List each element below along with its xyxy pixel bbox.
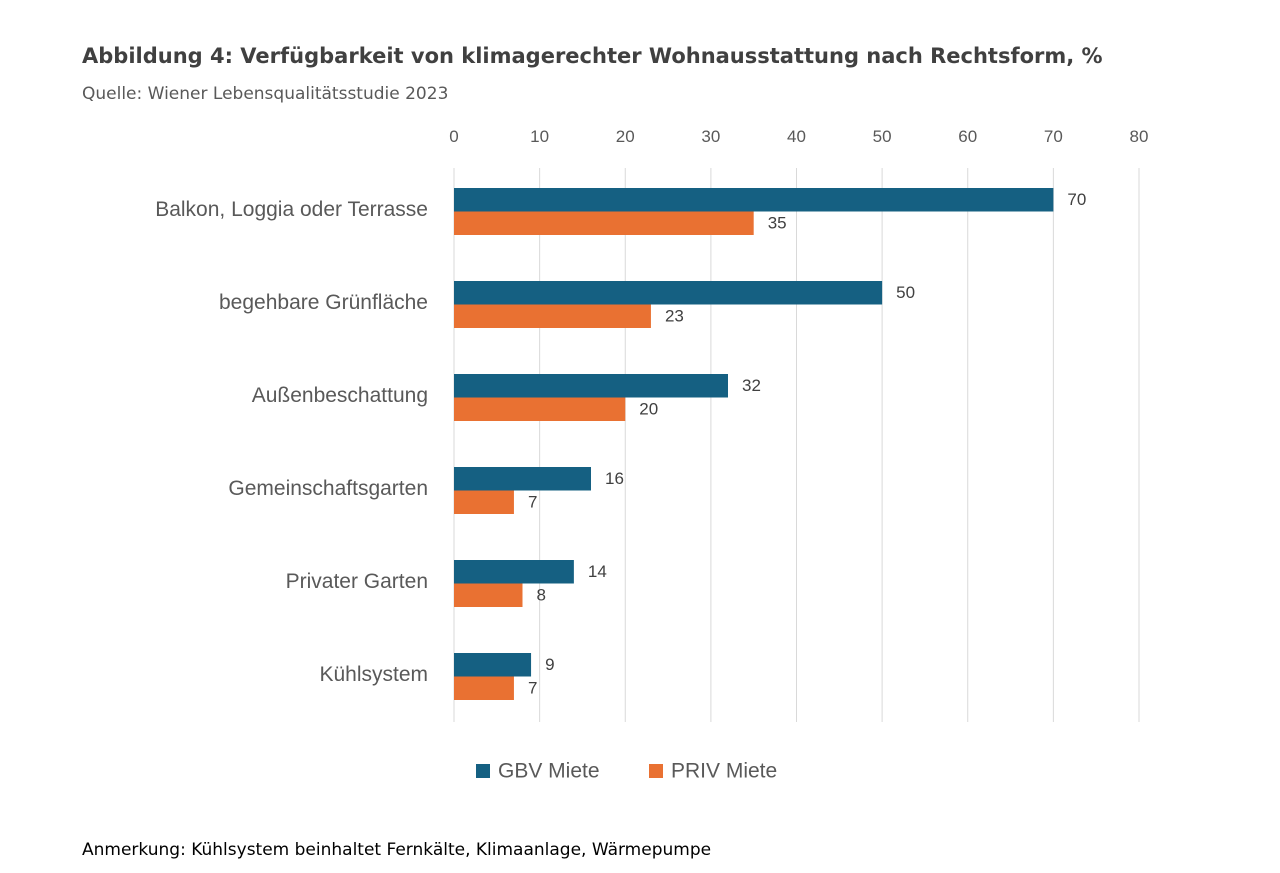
x-tick-label: 30 [701, 127, 720, 146]
bar [454, 467, 591, 491]
chart-note: Anmerkung: Kühlsystem beinhaltet Fernkäl… [82, 840, 712, 860]
bar [454, 304, 651, 328]
data-label: 23 [665, 307, 684, 326]
category-label: Privater Garten [286, 570, 428, 593]
x-tick-label: 60 [958, 127, 977, 146]
data-label: 35 [768, 214, 787, 233]
bar [454, 560, 574, 584]
category-label: Außenbeschattung [252, 384, 428, 407]
chart-title: Abbildung 4: Verfügbarkeit von klimagere… [82, 44, 1103, 68]
bar [454, 583, 523, 607]
gridlines [453, 168, 1140, 722]
category-label: Balkon, Loggia oder Terrasse [155, 198, 428, 221]
bars [454, 188, 1054, 700]
legend-label: GBV Miete [498, 760, 600, 783]
x-tick-label: 10 [530, 127, 549, 146]
data-label: 7 [528, 679, 537, 698]
bar [454, 676, 514, 700]
x-axis-ticks: 0 10 20 30 40 50 60 70 80 [449, 127, 1148, 146]
bar [454, 188, 1054, 212]
data-label: 70 [1067, 190, 1086, 209]
category-label: Gemeinschaftsgarten [228, 477, 428, 500]
chart-subtitle: Quelle: Wiener Lebensqualitätsstudie 202… [82, 84, 449, 104]
data-label: 16 [605, 469, 624, 488]
x-tick-label: 0 [449, 127, 458, 146]
category-label: Kühlsystem [319, 663, 428, 686]
x-tick-label: 40 [787, 127, 806, 146]
category-label: begehbare Grünfläche [219, 291, 428, 314]
legend: GBV Miete PRIV Miete [476, 760, 777, 783]
data-label: 8 [537, 586, 546, 605]
legend-swatch [649, 764, 663, 778]
bar [454, 211, 754, 235]
data-label: 20 [639, 400, 658, 419]
bar [454, 374, 728, 398]
data-label: 14 [588, 562, 607, 581]
x-tick-label: 70 [1044, 127, 1063, 146]
legend-label: PRIV Miete [671, 760, 777, 783]
x-tick-label: 50 [873, 127, 892, 146]
bar [454, 490, 514, 514]
legend-swatch [476, 764, 490, 778]
data-label: 50 [896, 283, 915, 302]
data-label: 7 [528, 493, 537, 512]
x-tick-label: 20 [616, 127, 635, 146]
bar [454, 281, 883, 305]
data-label: 9 [545, 655, 554, 674]
bar [454, 653, 532, 677]
bar [454, 397, 626, 421]
x-tick-label: 80 [1130, 127, 1149, 146]
data-label: 32 [742, 376, 761, 395]
category-labels: Balkon, Loggia oder Terrasse begehbare Gr… [155, 198, 428, 686]
